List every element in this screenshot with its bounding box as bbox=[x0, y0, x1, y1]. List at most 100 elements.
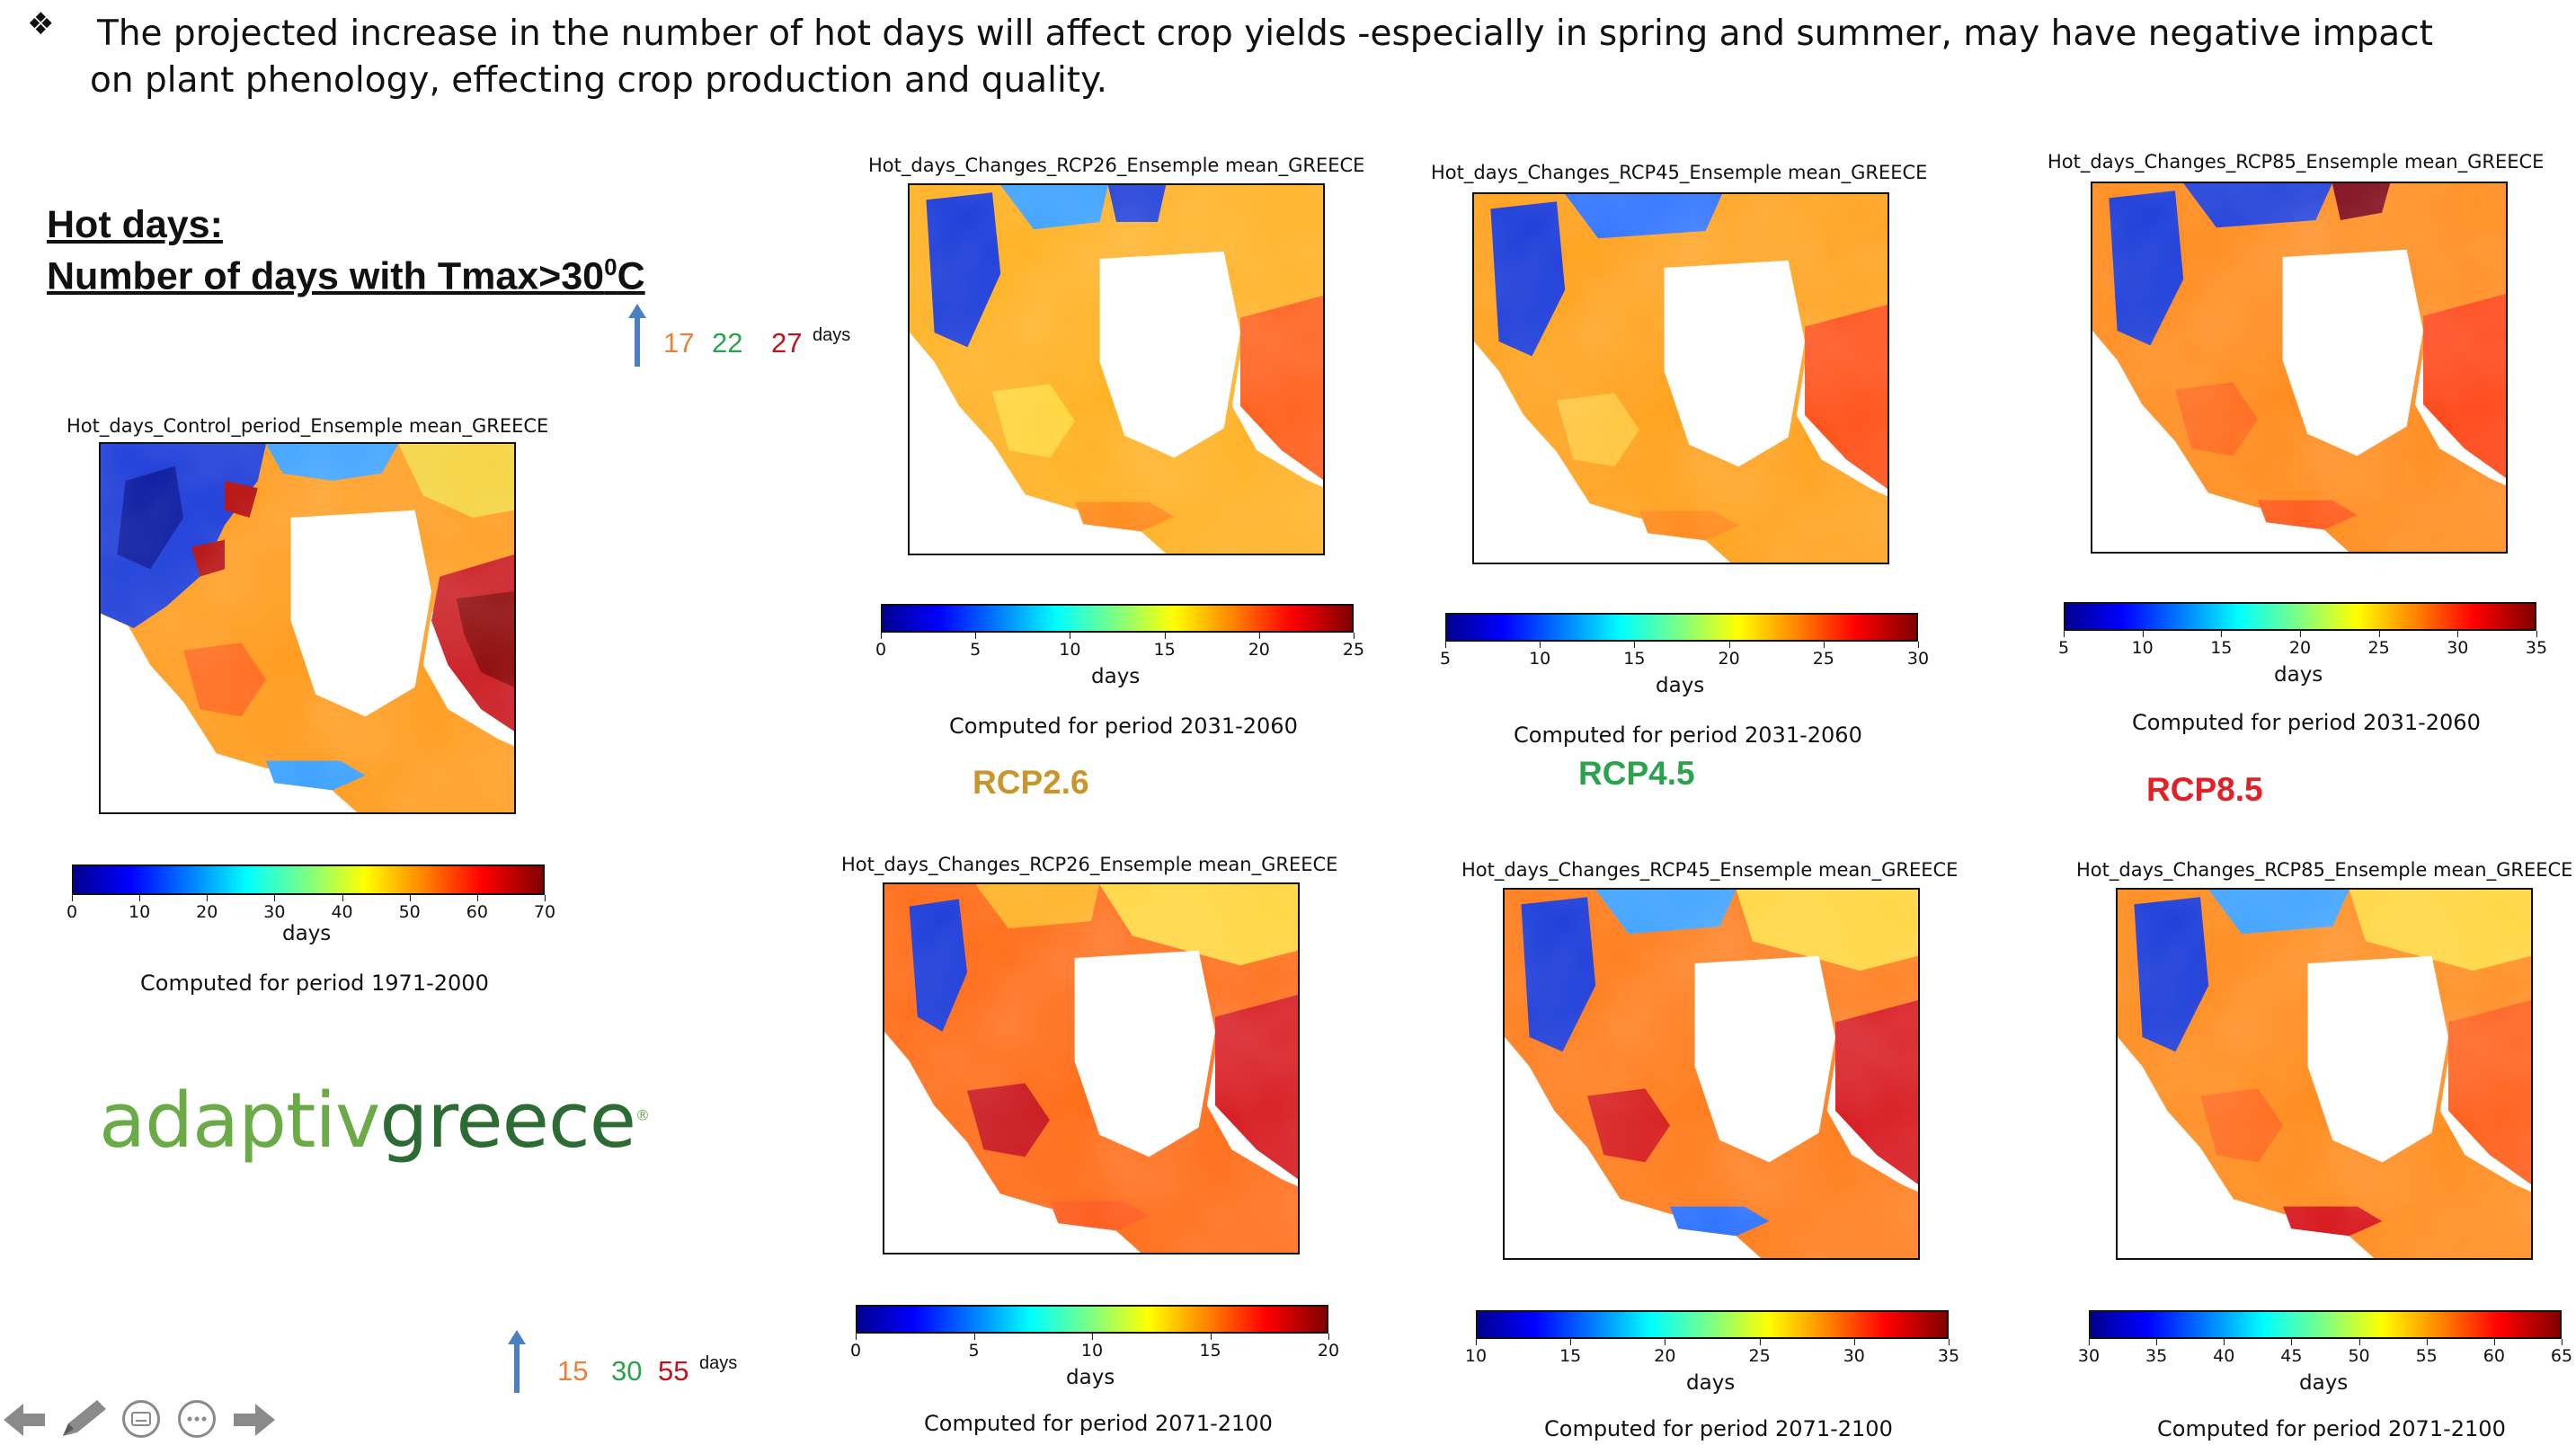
colorbar-unit-rcp85-mid: days bbox=[2274, 663, 2323, 687]
value-rcp45-mid: 22 bbox=[712, 327, 743, 359]
value-rcp45-end: 30 bbox=[611, 1355, 643, 1387]
tick-label: 15 bbox=[1153, 633, 1176, 660]
tick-label: 5 bbox=[1439, 642, 1452, 669]
pen-icon[interactable] bbox=[56, 1398, 110, 1440]
tick-label: 20 bbox=[1317, 1334, 1340, 1361]
tick-label: 0 bbox=[66, 895, 78, 922]
colorbar-unit-rcp26-mid: days bbox=[1091, 665, 1141, 688]
colorbar-unit-rcp45-mid: days bbox=[1656, 674, 1705, 697]
value-rcp85-end: 55 bbox=[658, 1355, 689, 1387]
value-unit-bottom: days bbox=[699, 1353, 738, 1373]
tick-label: 10 bbox=[2131, 631, 2154, 658]
tick-label: 55 bbox=[2415, 1339, 2438, 1366]
panel-title-rcp85-end: Hot_days_Changes_RCP85_Ensemple mean_GRE… bbox=[2076, 859, 2573, 881]
tick-label: 20 bbox=[2288, 631, 2312, 658]
panel-title-rcp26-end: Hot_days_Changes_RCP26_Ensemple mean_GRE… bbox=[841, 854, 1338, 875]
panel-title-rcp45-end: Hot_days_Changes_RCP45_Ensemple mean_GRE… bbox=[1461, 859, 1959, 881]
tick-label: 50 bbox=[2348, 1339, 2370, 1366]
tick-label: 60 bbox=[466, 895, 488, 922]
value-rcp26-mid: 17 bbox=[663, 327, 695, 359]
tick-label: 45 bbox=[2280, 1339, 2303, 1366]
definition-unit: C bbox=[617, 254, 645, 298]
tick-label: 40 bbox=[331, 895, 353, 922]
tick-label: 5 bbox=[970, 633, 982, 660]
slide-nav-toolbar bbox=[4, 1398, 309, 1440]
rcp45-label: RCP4.5 bbox=[1578, 755, 1695, 792]
value-unit-top: days bbox=[813, 325, 851, 345]
tick-label: 10 bbox=[129, 895, 151, 922]
tick-label: 15 bbox=[1199, 1334, 1221, 1361]
tick-label: 10 bbox=[1529, 642, 1551, 669]
adaptivgreece-logo: adaptivgreece® bbox=[99, 1077, 650, 1166]
period-rcp26-mid: Computed for period 2031-2060 bbox=[949, 714, 1298, 739]
map-rcp85-end bbox=[2116, 888, 2533, 1260]
colorbar-unit-rcp45-end: days bbox=[1686, 1371, 1736, 1395]
tick-label: 15 bbox=[1559, 1339, 1582, 1366]
tick-label: 35 bbox=[2145, 1339, 2168, 1366]
tick-label: 65 bbox=[2550, 1339, 2573, 1366]
panel-title-rcp85-mid: Hot_days_Changes_RCP85_Ensemple mean_GRE… bbox=[2047, 151, 2545, 173]
colorbar-rcp45-end bbox=[1476, 1310, 1949, 1339]
tick-label: 60 bbox=[2483, 1339, 2505, 1366]
tick-label: 25 bbox=[2367, 631, 2390, 658]
tick-label: 5 bbox=[968, 1334, 980, 1361]
logo-part-1: adaptiv bbox=[99, 1077, 380, 1166]
period-rcp85-end: Computed for period 2071-2100 bbox=[2157, 1416, 2506, 1441]
subtitles-glyph-icon bbox=[131, 1412, 151, 1426]
tick-label: 35 bbox=[2525, 631, 2548, 658]
tick-label: 25 bbox=[1748, 1339, 1771, 1366]
period-rcp45-end: Computed for period 2071-2100 bbox=[1544, 1416, 1893, 1441]
colorbar-unit-rcp85-end: days bbox=[2299, 1371, 2349, 1395]
value-rcp85-mid: 27 bbox=[771, 327, 803, 359]
definition-degree: 0 bbox=[604, 253, 617, 280]
colorbar-unit-rcp26-end: days bbox=[1066, 1366, 1115, 1389]
logo-part-2: greece bbox=[379, 1077, 636, 1166]
dots-glyph-icon bbox=[187, 1416, 207, 1422]
tick-label: 10 bbox=[1464, 1339, 1488, 1366]
map-rcp26-mid bbox=[908, 183, 1325, 555]
registered-mark: ® bbox=[635, 1106, 650, 1124]
tick-label: 20 bbox=[1248, 633, 1270, 660]
tick-label: 10 bbox=[1080, 1334, 1104, 1361]
tick-label: 30 bbox=[2077, 1339, 2101, 1366]
panel-title-rcp45-mid: Hot_days_Changes_RCP45_Ensemple mean_GRE… bbox=[1431, 162, 1928, 183]
tick-label: 10 bbox=[1059, 633, 1081, 660]
colorbar-rcp85-end bbox=[2089, 1310, 2562, 1339]
colorbar-rcp45-mid bbox=[1445, 613, 1918, 642]
colorbar-rcp85-mid bbox=[2064, 602, 2536, 631]
tick-label: 15 bbox=[1623, 642, 1646, 669]
tick-label: 20 bbox=[1654, 1339, 1676, 1366]
map-rcp45-end bbox=[1503, 888, 1920, 1260]
period-rcp45-mid: Computed for period 2031-2060 bbox=[1514, 722, 1862, 748]
colorbar-control bbox=[72, 864, 545, 895]
rcp85-label: RCP8.5 bbox=[2146, 771, 2263, 808]
map-rcp26-end bbox=[883, 882, 1300, 1254]
back-arrow-icon[interactable] bbox=[4, 1402, 47, 1438]
tick-label: 15 bbox=[2210, 631, 2233, 658]
header-line-2: on plant phenology, effecting crop produ… bbox=[90, 60, 1108, 101]
subtitles-icon[interactable] bbox=[122, 1400, 160, 1438]
tick-label: 30 bbox=[2447, 631, 2469, 658]
period-control: Computed for period 1971-2000 bbox=[140, 971, 489, 996]
tick-label: 25 bbox=[1812, 642, 1834, 669]
tick-label: 40 bbox=[2213, 1339, 2235, 1366]
tick-label: 30 bbox=[1906, 642, 1930, 669]
diamond-bullet-icon: ❖ bbox=[27, 6, 55, 42]
more-options-icon[interactable] bbox=[178, 1400, 216, 1438]
tick-label: 20 bbox=[1718, 642, 1740, 669]
rcp26-label: RCP2.6 bbox=[973, 764, 1089, 801]
colorbar-unit-control: days bbox=[282, 922, 332, 945]
panel-title-rcp26-mid: Hot_days_Changes_RCP26_Ensemple mean_GRE… bbox=[868, 155, 1365, 176]
header-line-1: The projected increase in the number of … bbox=[97, 13, 2433, 54]
tick-label: 70 bbox=[533, 895, 556, 922]
tick-label: 0 bbox=[849, 1334, 862, 1361]
panel-title-control: Hot_days_Control_period_Ensemple mean_GR… bbox=[67, 415, 549, 437]
map-rcp85-mid bbox=[2091, 182, 2508, 554]
tick-label: 5 bbox=[2057, 631, 2070, 658]
tick-label: 30 bbox=[263, 895, 286, 922]
increase-arrow-icon bbox=[508, 1330, 526, 1393]
definition-main: Number of days with Tmax>30 bbox=[47, 254, 605, 298]
forward-arrow-icon[interactable] bbox=[232, 1402, 275, 1438]
map-rcp45-mid bbox=[1472, 192, 1889, 564]
tick-label: 35 bbox=[1937, 1339, 1960, 1366]
